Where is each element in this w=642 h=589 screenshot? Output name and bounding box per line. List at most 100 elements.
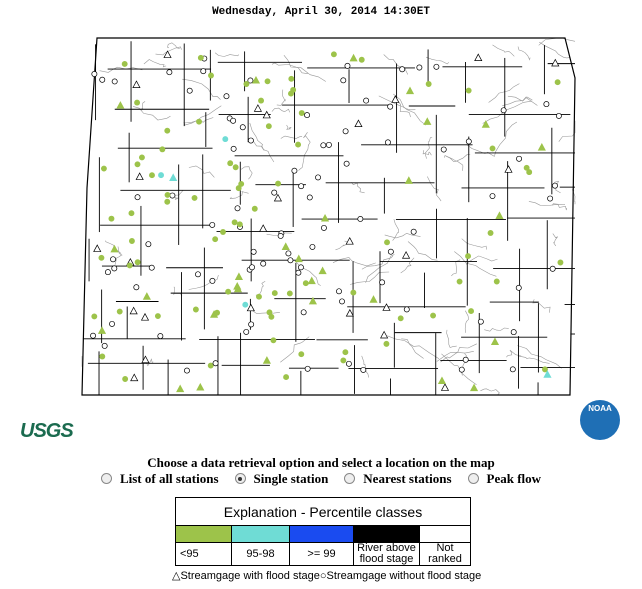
station[interactable] (465, 138, 472, 145)
station[interactable] (242, 301, 249, 308)
station[interactable] (515, 284, 522, 291)
station[interactable] (358, 56, 365, 63)
station[interactable] (493, 278, 500, 285)
station[interactable] (134, 194, 141, 201)
station[interactable] (220, 229, 226, 235)
station[interactable] (158, 172, 164, 179)
station[interactable] (225, 288, 232, 295)
station[interactable] (425, 81, 432, 87)
station[interactable] (239, 124, 246, 131)
station[interactable] (495, 211, 504, 219)
radio-option[interactable]: List of all stations (97, 471, 223, 486)
station[interactable] (250, 248, 257, 255)
station[interactable] (433, 63, 440, 70)
station[interactable] (132, 80, 141, 88)
station[interactable] (231, 219, 238, 226)
station[interactable] (138, 154, 145, 161)
station[interactable] (391, 95, 400, 103)
station[interactable] (262, 110, 271, 119)
station[interactable] (164, 191, 171, 198)
station[interactable] (184, 367, 190, 374)
station[interactable] (318, 266, 327, 275)
station[interactable] (384, 239, 390, 246)
station[interactable] (298, 351, 305, 358)
station[interactable] (197, 54, 204, 61)
radio-option[interactable]: Single station (231, 471, 333, 486)
station[interactable] (295, 141, 302, 148)
station[interactable] (212, 360, 219, 367)
station[interactable] (99, 353, 106, 360)
station[interactable] (246, 303, 255, 312)
station[interactable] (325, 141, 332, 148)
station[interactable] (234, 205, 241, 212)
station[interactable] (504, 165, 513, 173)
station[interactable] (265, 123, 272, 130)
station[interactable] (271, 290, 278, 297)
station[interactable] (340, 77, 347, 84)
station[interactable] (302, 280, 309, 287)
station[interactable] (295, 269, 302, 276)
station[interactable] (121, 61, 128, 67)
station[interactable] (462, 356, 469, 363)
station[interactable] (275, 180, 282, 187)
station[interactable] (148, 264, 155, 271)
station[interactable] (166, 69, 173, 76)
station[interactable] (547, 195, 554, 202)
station[interactable] (469, 383, 479, 392)
station[interactable] (227, 160, 234, 167)
station[interactable] (304, 112, 311, 119)
station[interactable] (98, 254, 105, 261)
station[interactable] (510, 329, 517, 336)
station[interactable] (264, 78, 271, 85)
station[interactable] (222, 136, 229, 143)
station[interactable] (283, 374, 290, 381)
station[interactable] (354, 119, 363, 128)
station[interactable] (116, 308, 123, 315)
station[interactable] (140, 312, 150, 321)
station[interactable] (489, 145, 496, 152)
station[interactable] (397, 315, 404, 322)
station[interactable] (281, 242, 290, 250)
station[interactable] (209, 277, 216, 284)
station[interactable] (477, 318, 484, 325)
station[interactable] (159, 146, 166, 153)
station[interactable] (380, 330, 389, 339)
station[interactable] (437, 376, 447, 385)
station[interactable] (248, 321, 255, 328)
radio-label[interactable]: Peak flow (486, 471, 542, 486)
station[interactable] (543, 101, 550, 108)
station[interactable] (192, 306, 199, 313)
station[interactable] (401, 251, 411, 259)
radio-option[interactable]: Nearest stations (340, 471, 455, 486)
station[interactable] (330, 51, 337, 58)
station[interactable] (555, 112, 562, 119)
station[interactable] (122, 376, 129, 382)
station[interactable] (243, 328, 250, 335)
station[interactable] (91, 313, 98, 320)
station[interactable] (256, 293, 262, 300)
station[interactable] (489, 193, 496, 199)
station[interactable] (253, 104, 262, 112)
station[interactable] (104, 269, 111, 276)
station[interactable] (262, 356, 271, 364)
station[interactable] (207, 362, 214, 369)
station[interactable] (251, 75, 261, 84)
station[interactable] (350, 289, 357, 296)
station[interactable] (128, 238, 135, 244)
station[interactable] (552, 182, 558, 189)
station[interactable] (383, 340, 390, 347)
station[interactable] (260, 260, 267, 267)
station[interactable] (315, 174, 321, 181)
station[interactable] (230, 117, 237, 124)
radio-button[interactable] (234, 473, 246, 484)
station[interactable] (340, 357, 347, 364)
station[interactable] (387, 248, 394, 255)
station[interactable] (238, 180, 245, 187)
station[interactable] (157, 333, 164, 340)
station[interactable] (196, 382, 205, 391)
station[interactable] (382, 303, 391, 311)
station[interactable] (130, 373, 139, 382)
station[interactable] (223, 93, 230, 100)
station[interactable] (91, 71, 98, 77)
station[interactable] (430, 312, 437, 319)
